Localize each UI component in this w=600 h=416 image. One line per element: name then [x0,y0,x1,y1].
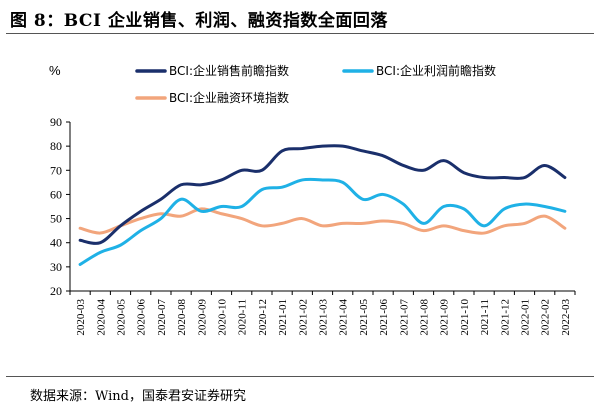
y-tick-label: 90 [50,115,62,129]
y-tick-label: 30 [50,260,62,274]
x-tick-label: 2020-12 [257,299,269,336]
series-line-2 [78,177,567,266]
x-tick-label: 2021-04 [338,299,350,336]
legend: BCI:企业销售前瞻指数 BCI:企业利润前瞻指数 BCI:企业融资环境指数 [135,63,496,105]
x-tick-label: 2020-03 [75,299,87,336]
series-lines [78,144,567,266]
x-tick-label: 2021-08 [419,299,431,336]
axes: 20 30 40 50 60 70 80 90 2020-03 2020-04 2020-05 202… [50,115,576,336]
x-tick-label: 2020-09 [196,299,208,336]
legend-label: BCI:企业融资环境指数 [169,90,289,105]
y-tick-label: 50 [50,212,62,226]
y-tick-label: 80 [50,139,62,153]
legend-label: BCI:企业利润前瞻指数 [376,63,496,78]
y-tick-label: 20 [50,284,62,298]
x-tick-label: 2021-11 [479,299,491,335]
x-tick-label: 2021-01 [277,299,289,336]
series-line-3 [78,207,567,235]
x-tick-label: 2020-10 [217,299,229,336]
x-tick-label: 2020-08 [176,299,188,336]
series-line-1 [78,144,567,245]
figure-title: 图 8：BCI 企业销售、利润、融资指数全面回落 [10,11,388,31]
y-axis-unit-label: % [49,63,61,78]
y-tick-label: 40 [50,236,62,250]
x-tick-label: 2022-01 [520,299,532,336]
x-tick-label: 2022-03 [560,299,572,336]
x-tick-label: 2021-03 [318,299,330,336]
x-tick-label: 2021-02 [297,299,309,336]
x-tick-label: 2020-11 [237,299,249,335]
x-tick-label: 2021-06 [378,299,390,336]
source-divider [6,376,594,377]
title-divider [6,33,594,34]
y-tick-label: 70 [50,163,62,177]
y-tick-label: 60 [50,187,62,201]
x-tick-label: 2021-12 [499,299,511,336]
x-tick-label: 2020-06 [136,299,148,336]
line-chart: % BCI:企业销售前瞻指数 BCI:企业利润前瞻指数 BCI:企业融资环境指数 2… [49,63,576,336]
x-tick-label: 2020-04 [95,299,107,336]
x-tick-label: 2020-05 [116,299,128,336]
x-tick-label: 2021-07 [398,299,410,336]
x-tick-label: 2020-07 [156,299,168,336]
x-tick-label: 2021-10 [459,299,471,336]
x-tick-label: 2021-09 [439,299,451,336]
x-tick-label: 2022-02 [540,299,552,336]
legend-label: BCI:企业销售前瞻指数 [169,63,289,78]
source-note: 数据来源：Wind，国泰君安证券研究 [30,389,246,404]
x-tick-label: 2021-05 [358,299,370,336]
